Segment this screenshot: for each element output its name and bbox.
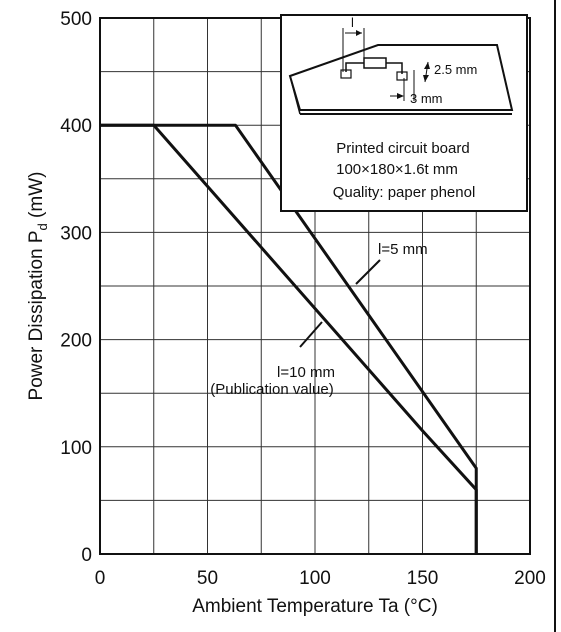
component-lead-right [386,62,403,74]
component-body [363,57,387,69]
y-axis-title-main: Power Dissipation P [26,230,47,400]
dim-l-label: l [351,15,354,30]
inset-line-3: Quality: paper phenol [333,184,476,201]
pad-left [340,69,352,79]
x-tick-label: 0 [95,568,106,589]
dim-3-arrowhead [397,93,404,99]
x-axis-title: Ambient Temperature Ta (°C) [192,596,438,617]
leader-l10 [299,321,323,348]
label-l5: l=5 mm [378,241,428,258]
dim-l-arrowhead [356,30,362,36]
y-tick-labels: 0 100 200 300 400 500 [60,9,92,566]
pcb-board-thickness-left [289,75,301,115]
x-tick-labels: 0 50 100 150 200 [95,568,546,589]
dim-3-label: 3 mm [410,91,443,106]
inset-pcb-diagram: l 2.5 mm 3 mm Printed circuit board 100×… [280,14,528,212]
label-l10-line2: (Publication value) [210,381,333,398]
y-axis-title-sub: d [35,223,50,230]
leader-l5 [355,259,381,285]
inset-line-1: Printed circuit board [336,140,469,157]
y-tick-label: 100 [60,438,92,459]
dim-25-arrowhead-bottom [423,75,429,82]
y-tick-label: 200 [60,331,92,352]
x-tick-label: 100 [299,568,331,589]
dim-25-label: 2.5 mm [434,62,477,77]
label-l10-line1: l=10 mm [277,364,335,381]
x-tick-label: 50 [197,568,218,589]
y-tick-label: 300 [60,223,92,244]
y-axis-title-unit: (mW) [26,172,47,224]
pad-right [396,71,408,81]
pcb-board [288,44,514,111]
series-line-l-10-mm [100,123,478,554]
y-tick-label: 0 [81,545,92,566]
component-lead-left [345,62,364,72]
y-axis-title: Power Dissipation Pd (mW) [26,172,50,401]
x-tick-label: 150 [407,568,439,589]
inset-line-2: 100×180×1.6t mm [336,161,458,178]
series-lines [100,123,478,554]
y-tick-label: 500 [60,9,92,30]
y-tick-label: 400 [60,116,92,137]
dim-25-arrowhead-top [424,62,430,69]
x-tick-label: 200 [514,568,546,589]
